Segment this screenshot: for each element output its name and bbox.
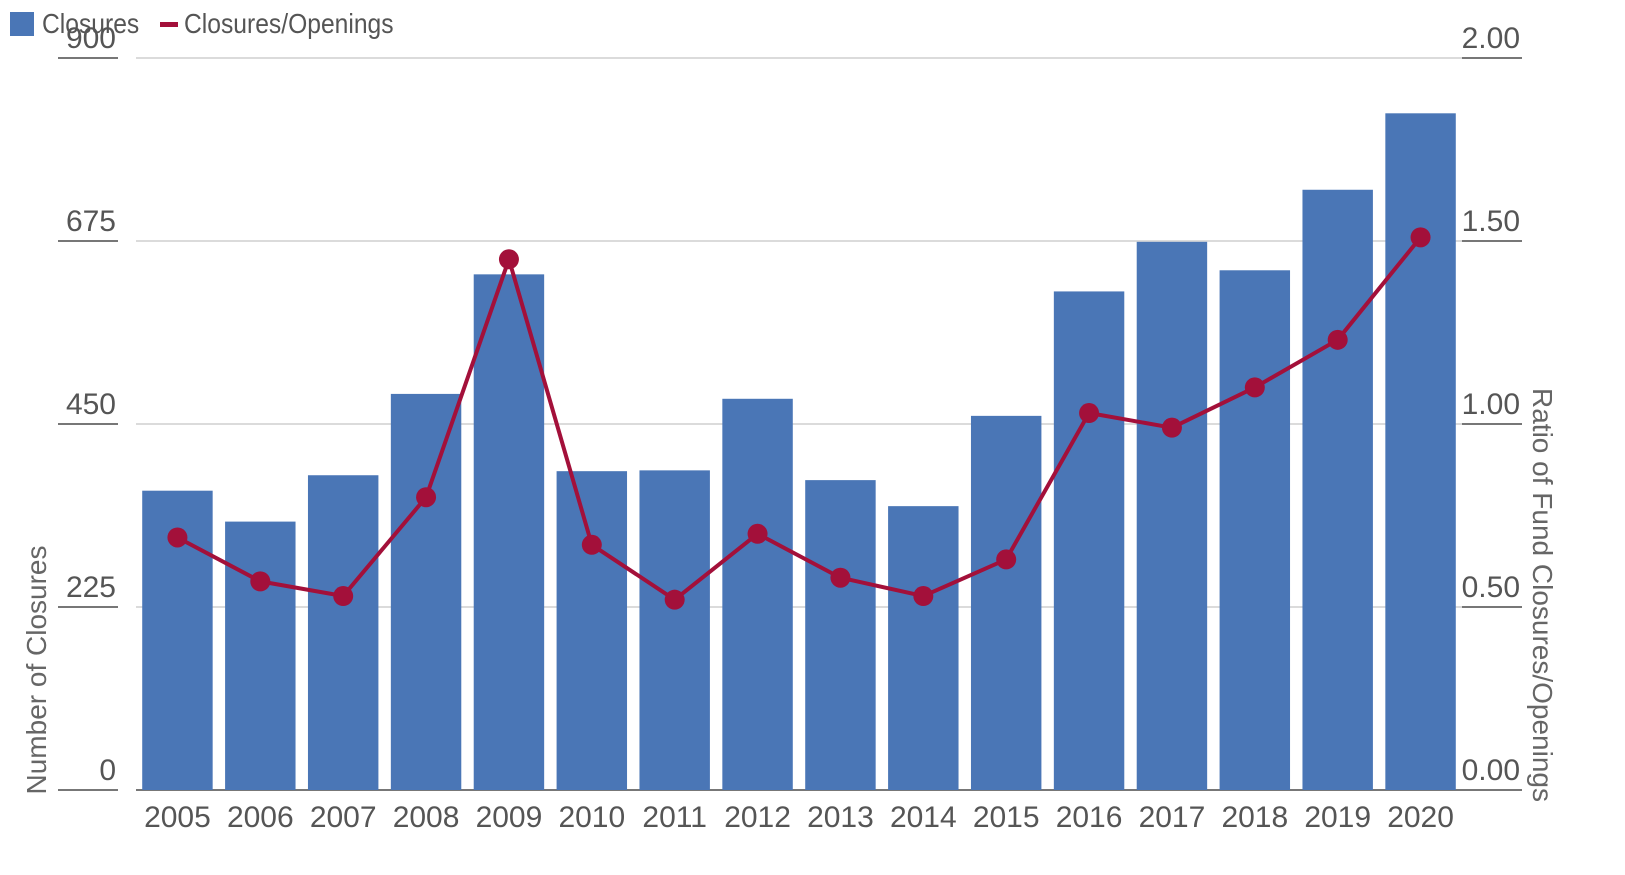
ratio-point bbox=[1244, 377, 1265, 398]
x-tick-label: 2012 bbox=[724, 801, 791, 834]
closures-bar bbox=[556, 471, 628, 790]
x-tick-label: 2007 bbox=[310, 801, 377, 834]
closures-bar bbox=[1136, 241, 1208, 790]
closures-legend-swatch bbox=[10, 12, 34, 36]
x-tick-label: 2016 bbox=[1056, 801, 1123, 834]
ratio-point bbox=[830, 567, 851, 588]
closures-bar bbox=[225, 521, 296, 790]
x-tick-label: 2010 bbox=[558, 801, 625, 834]
ratio-legend-swatch bbox=[160, 21, 179, 27]
ratio-point bbox=[664, 589, 685, 610]
x-tick-label: 2013 bbox=[807, 801, 874, 834]
y2-tick-label: 1.00 bbox=[1462, 388, 1520, 421]
closures-bar bbox=[1302, 189, 1373, 790]
closures-bar bbox=[1219, 270, 1291, 790]
closures-legend-label: Closures bbox=[42, 8, 140, 39]
y-tick-label: 0 bbox=[99, 754, 116, 787]
closures-bar bbox=[970, 415, 1042, 790]
x-tick-label: 2014 bbox=[890, 801, 957, 834]
ratio-point bbox=[250, 571, 271, 592]
closures-bar bbox=[722, 398, 793, 790]
x-tick-label: 2015 bbox=[973, 801, 1040, 834]
closures-bar bbox=[307, 475, 379, 790]
y-axis-title: Number of Closures bbox=[21, 546, 52, 795]
ratio-point bbox=[1327, 329, 1348, 350]
x-tick-label: 2011 bbox=[642, 801, 707, 834]
ratio-point bbox=[416, 487, 437, 508]
ratio-point bbox=[333, 586, 354, 607]
ratio-line bbox=[176, 236, 1423, 602]
ratio-legend-label: Closures/Openings bbox=[184, 8, 395, 39]
ratio-point bbox=[581, 534, 602, 555]
x-tick-label: 2006 bbox=[227, 801, 294, 834]
ratio-point bbox=[913, 586, 934, 607]
closures-bar bbox=[1053, 291, 1125, 790]
x-tick-label: 2019 bbox=[1304, 801, 1371, 834]
ratio-point bbox=[1161, 417, 1182, 438]
x-tick-label: 2005 bbox=[144, 801, 211, 834]
y-tick-label: 675 bbox=[66, 205, 116, 238]
x-tick-label: 2018 bbox=[1221, 801, 1288, 834]
legend: Closures Closures/Openings bbox=[10, 6, 423, 42]
closures-bar bbox=[473, 274, 545, 790]
y2-axis-title: Ratio of Fund Closures/Openings bbox=[1527, 388, 1558, 802]
closures-bar bbox=[888, 506, 959, 790]
closures-bar bbox=[805, 480, 876, 790]
y2-tick-label: 0.00 bbox=[1462, 754, 1520, 787]
y-tick-label: 450 bbox=[66, 388, 116, 421]
y-tick-label: 900 bbox=[66, 22, 116, 55]
ratio-point bbox=[996, 549, 1017, 570]
closures-bar bbox=[1385, 113, 1456, 791]
ratio-point bbox=[747, 523, 768, 544]
y2-tick-label: 0.50 bbox=[1462, 571, 1520, 604]
closures-bar bbox=[639, 470, 710, 790]
ratio-point bbox=[167, 527, 188, 548]
y2-tick-label: 1.50 bbox=[1462, 205, 1520, 238]
x-tick-label: 2020 bbox=[1387, 801, 1454, 834]
ratio-point bbox=[1079, 403, 1100, 424]
y-tick-label: 225 bbox=[66, 571, 116, 604]
x-tick-label: 2017 bbox=[1139, 801, 1206, 834]
ratio-point bbox=[1410, 227, 1431, 248]
x-tick-label: 2008 bbox=[393, 801, 460, 834]
x-tick-label: 2009 bbox=[476, 801, 543, 834]
closures-bar bbox=[390, 393, 462, 790]
y2-tick-label: 2.00 bbox=[1462, 22, 1520, 55]
ratio-point bbox=[498, 249, 519, 270]
